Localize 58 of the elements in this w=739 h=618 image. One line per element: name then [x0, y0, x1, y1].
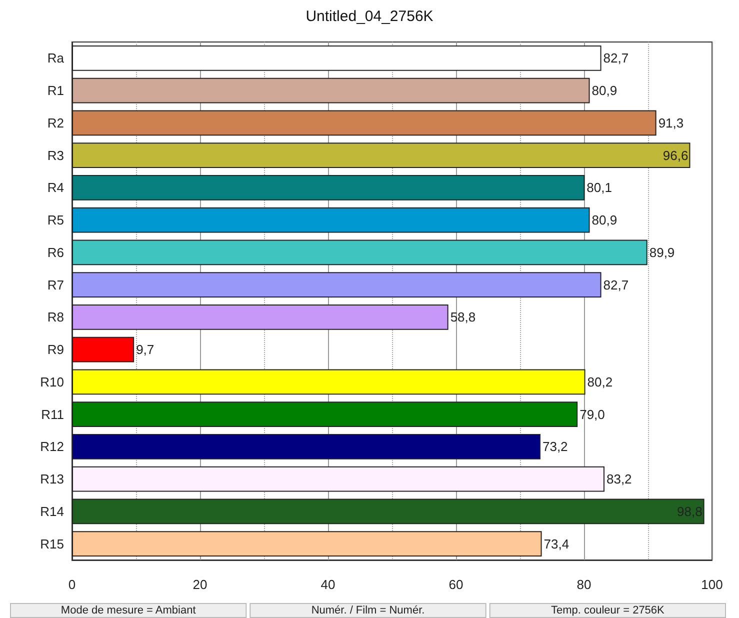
y-tick-label: R1: [47, 83, 64, 98]
data-label: 82,7: [603, 277, 629, 292]
y-tick-label: R11: [41, 406, 64, 422]
data-label: 80,2: [587, 374, 613, 390]
bar: [72, 434, 540, 460]
bar: [72, 78, 590, 104]
bar: [72, 46, 602, 71]
data-label: 91,3: [658, 115, 684, 130]
y-tick-label: R12: [40, 439, 64, 454]
data-label: 98,8: [677, 504, 702, 519]
data-label: 82,7: [603, 50, 629, 66]
bar: [72, 402, 578, 427]
bar: [72, 240, 648, 266]
data-label: 73,2: [542, 439, 568, 454]
bar: [72, 304, 448, 330]
bar: [72, 498, 704, 524]
y-tick-label: R2: [47, 115, 64, 130]
x-tick-label: 100: [701, 577, 723, 592]
bar: [72, 175, 585, 200]
bar: [72, 207, 590, 233]
bar: [72, 369, 586, 395]
data-label: 89,9: [649, 244, 675, 260]
data-label: 73,4: [544, 536, 570, 552]
y-tick-label: R7: [47, 277, 64, 292]
data-label: 80,1: [586, 180, 612, 196]
bar: [72, 531, 542, 556]
data-label: 80,9: [592, 212, 618, 228]
x-tick-label: 40: [320, 577, 336, 592]
bar: [72, 110, 656, 136]
data-label: 80,9: [592, 83, 618, 98]
chart-title: Untitled_04_2756K: [306, 8, 434, 25]
y-tick-label: R6: [47, 244, 64, 260]
text: Mode de mesure = Ambiant: [60, 604, 196, 616]
data-label: 96,6: [662, 148, 688, 163]
y-tick-label: R9: [47, 342, 64, 358]
y-tick-label: R3: [47, 148, 64, 163]
x-tick-label: 60: [448, 577, 464, 592]
y-tick-label: R10: [40, 374, 64, 390]
x-tick-label: 0: [68, 577, 76, 592]
y-tick-label: R8: [47, 310, 64, 325]
bar: [72, 272, 602, 298]
data-label: 58,8: [450, 310, 476, 325]
text: Numér. / Film = Numér.: [311, 604, 425, 616]
bar: [72, 142, 690, 168]
x-tick-label: 80: [576, 577, 592, 592]
y-tick-label: R5: [47, 212, 64, 228]
bar: [72, 336, 134, 362]
data-label: 79,0: [580, 406, 605, 422]
y-tick-label: R15: [40, 536, 64, 552]
data-label: 83,2: [606, 472, 632, 487]
y-tick-label: R13: [40, 472, 64, 487]
text: Temp. couleur = 2756K: [550, 604, 666, 616]
data-label: 9,7: [136, 342, 154, 358]
y-tick-label: Ra: [47, 50, 65, 66]
y-tick-label: R4: [47, 180, 64, 196]
x-tick-label: 20: [192, 577, 208, 592]
bar: [72, 466, 604, 492]
y-tick-label: R14: [40, 504, 64, 519]
